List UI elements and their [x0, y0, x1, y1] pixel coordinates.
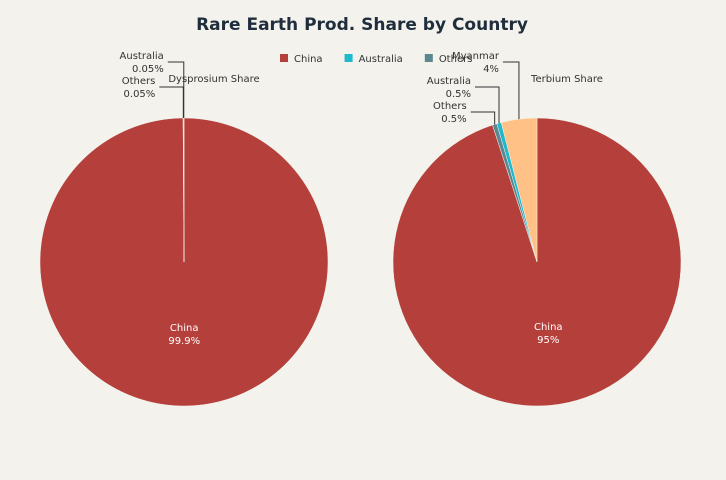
slice-value-label: 0.5%	[446, 89, 471, 100]
slice-category-label: Myanmar	[452, 51, 500, 62]
slice-value-label: 0.05%	[124, 89, 156, 100]
legend-label: China	[294, 54, 323, 65]
slice-category-label: China	[170, 323, 199, 334]
slice-category-label: Others	[122, 76, 156, 87]
legend-swatch	[280, 54, 288, 62]
chart-title: Rare Earth Prod. Share by Country	[196, 15, 528, 35]
slice-category-label: China	[534, 322, 563, 333]
slice-category-label: Australia	[120, 51, 164, 62]
slice-value-label: 0.5%	[441, 114, 466, 125]
pie-title: Dysprosium Share	[168, 74, 259, 85]
pie-slice	[500, 117, 538, 263]
legend-swatch	[424, 54, 433, 62]
legend-label: Australia	[359, 54, 403, 65]
slice-value-label: 4%	[483, 64, 499, 75]
legend-label: Others	[439, 54, 473, 65]
slice-value-label: 95%	[537, 335, 559, 346]
leader-line	[470, 111, 496, 125]
leader-line	[502, 61, 520, 120]
pie-title: Terbium Share	[530, 74, 603, 85]
leader-line	[159, 86, 184, 119]
slice-value-label: 99.9%	[168, 336, 200, 347]
slice-category-label: Others	[433, 101, 467, 112]
slice-category-label: Australia	[427, 76, 471, 87]
slice-value-label: 0.05%	[132, 64, 164, 75]
leader-line	[475, 86, 500, 124]
legend-swatch	[344, 54, 353, 62]
